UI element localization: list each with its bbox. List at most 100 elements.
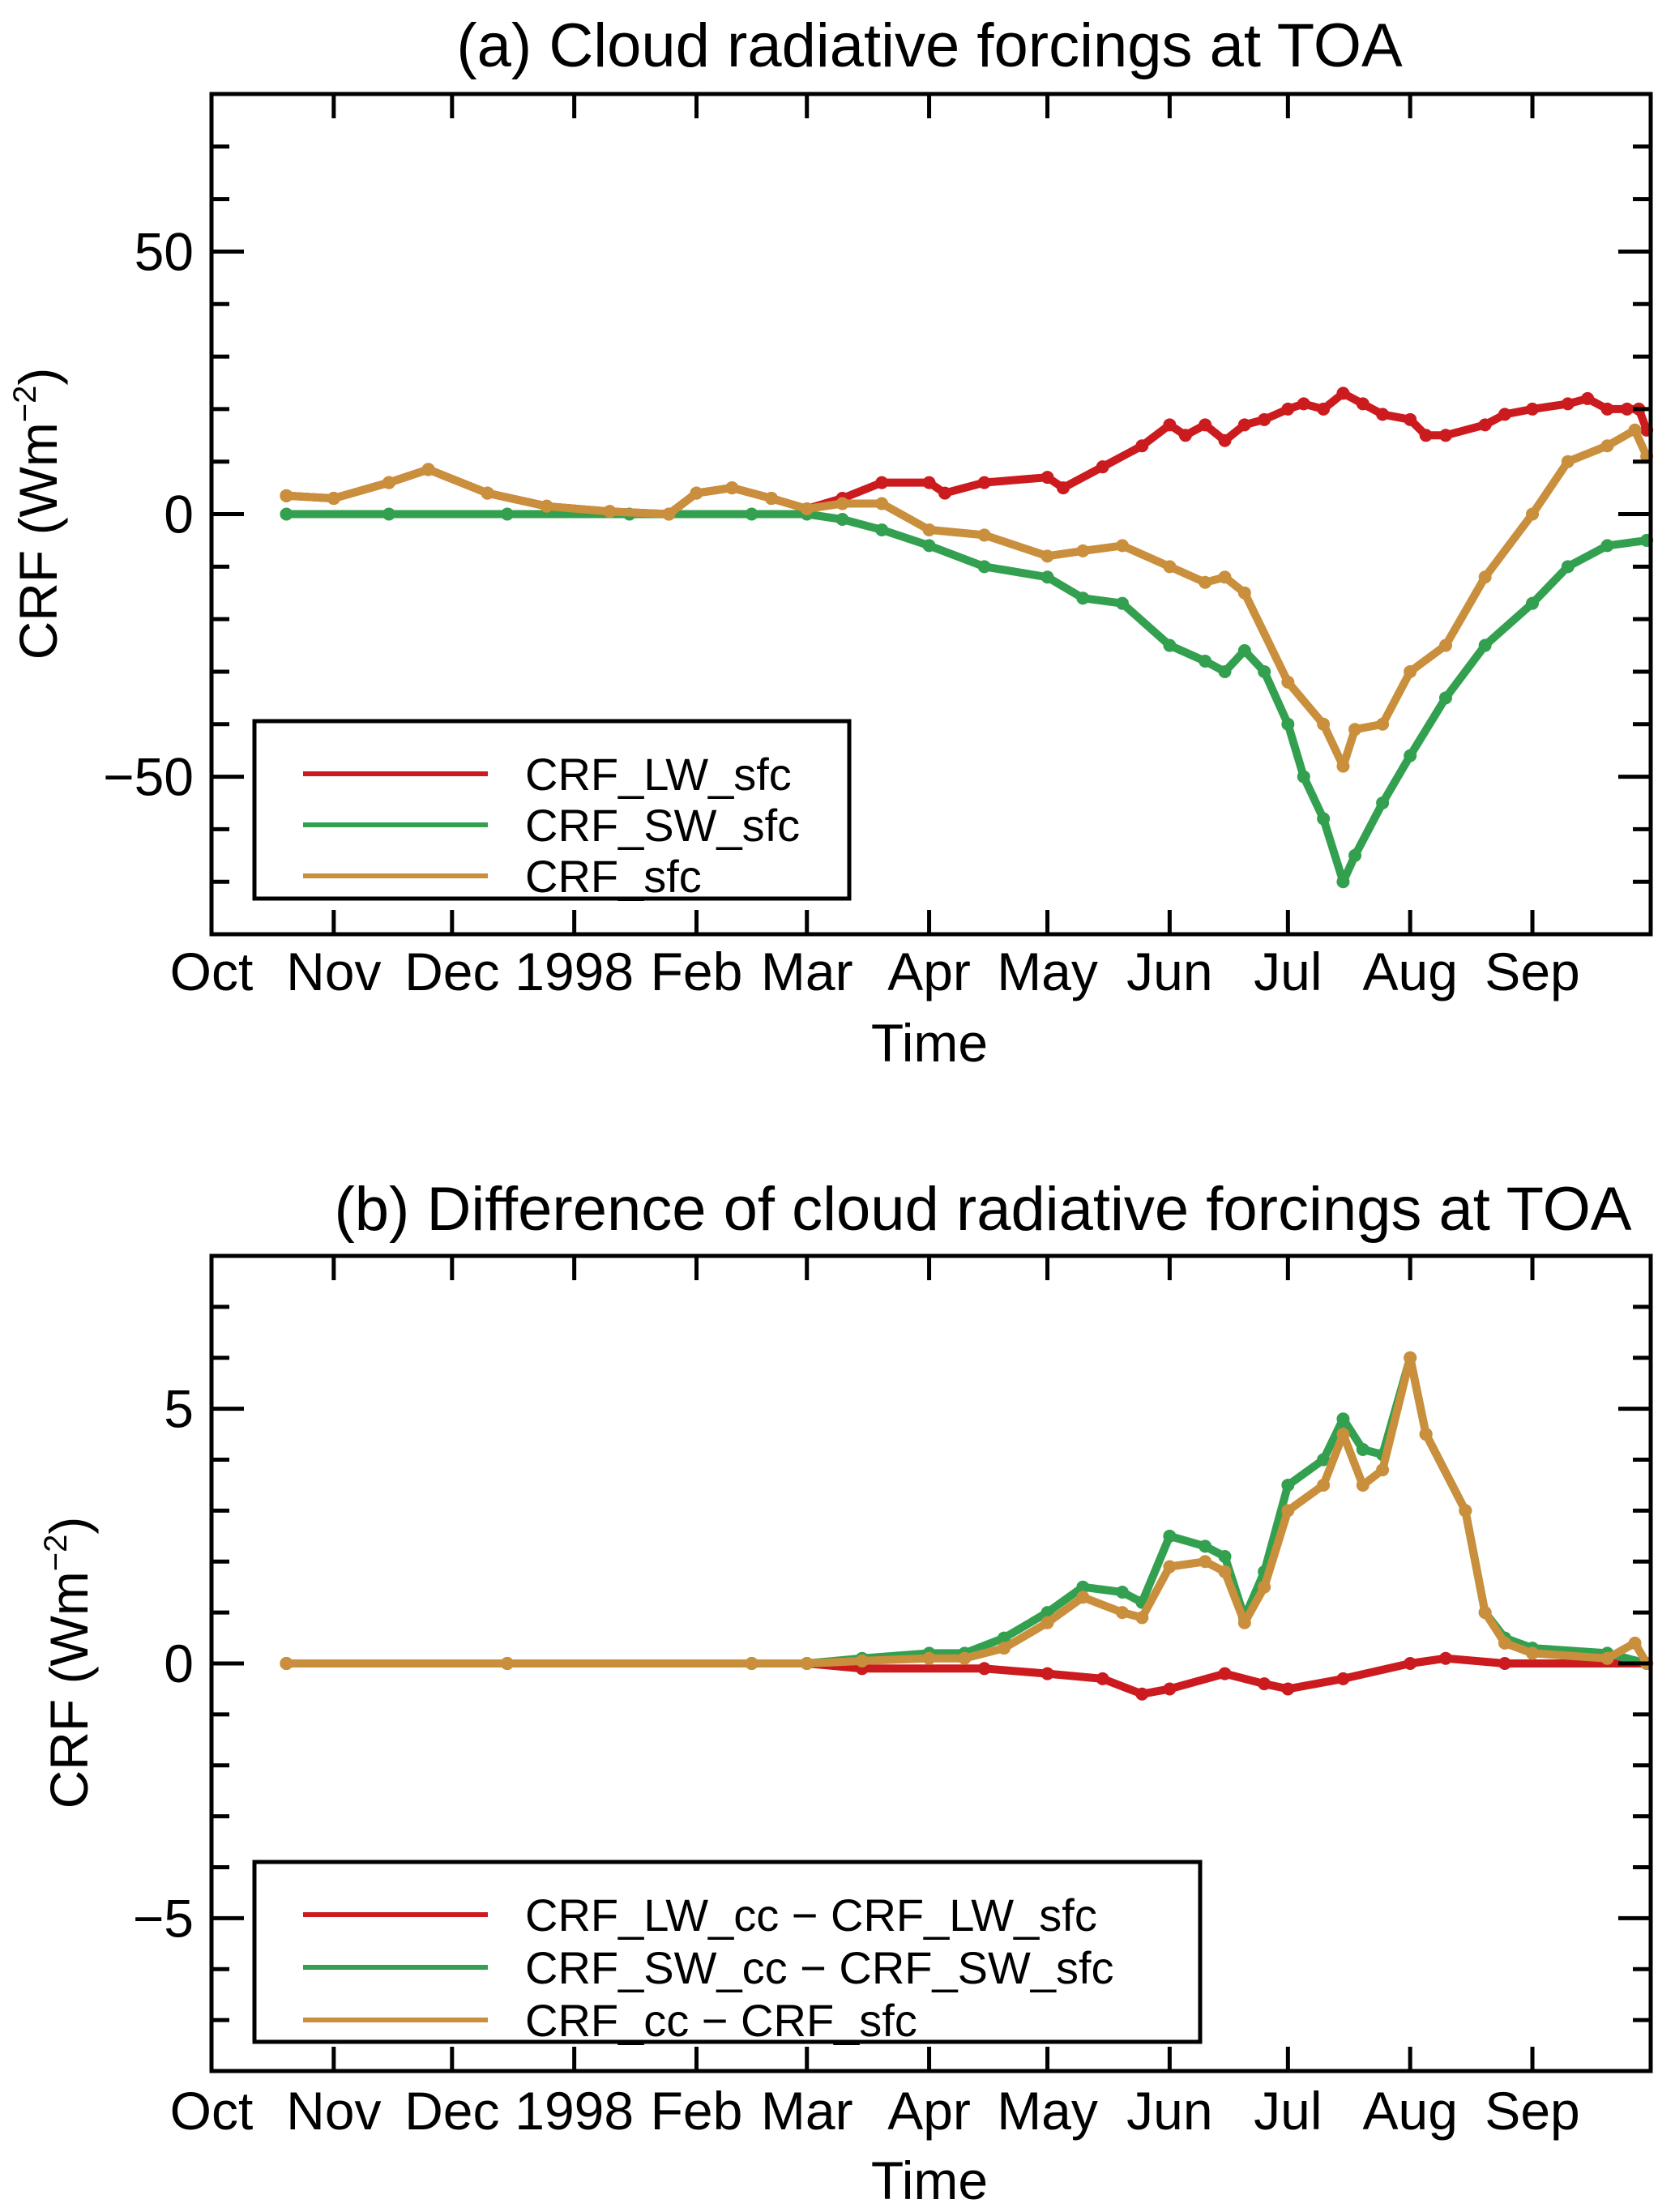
data-point [800, 1657, 814, 1670]
data-point [1628, 1636, 1642, 1650]
data-point [1057, 481, 1070, 495]
data-point [938, 486, 952, 500]
data-point [1163, 1529, 1177, 1543]
data-point [1526, 1646, 1540, 1660]
data-point [1404, 1657, 1417, 1670]
panel-b: (b) Difference of cloud radiative forcin… [38, 1175, 1654, 2210]
data-point [662, 507, 676, 521]
y-tick-label: −50 [103, 747, 194, 807]
data-point [1281, 1504, 1295, 1518]
y-axis-label-superscript: −2 [7, 386, 43, 423]
x-tick-label: Mar [761, 2081, 853, 2141]
data-point [1317, 402, 1331, 416]
x-tick-label: Dec [404, 2081, 499, 2141]
data-point [1115, 1585, 1129, 1599]
data-point [1258, 412, 1271, 426]
x-tick-label: Jul [1254, 2081, 1322, 2141]
data-point [977, 1662, 991, 1676]
legend-label: CRF_cc − CRF_sfc [525, 1995, 917, 2046]
data-point [1040, 549, 1054, 563]
data-point [1356, 1478, 1369, 1492]
data-point [1218, 433, 1232, 447]
x-tick-label: May [997, 2081, 1098, 2141]
data-point [998, 1642, 1011, 1655]
plot-area [280, 386, 1654, 889]
data-point [1135, 1687, 1149, 1701]
data-point [1218, 1565, 1232, 1578]
x-tick-label: Sep [1485, 942, 1579, 1001]
data-point [1040, 570, 1054, 584]
data-point [977, 476, 991, 489]
x-tick-label: Dec [404, 942, 499, 1001]
data-point [382, 507, 395, 521]
series-1 [280, 507, 1654, 889]
data-point [1115, 539, 1129, 553]
data-point [1404, 1351, 1417, 1364]
series-line [286, 1353, 1648, 1668]
data-point [1163, 1560, 1177, 1574]
data-point [875, 523, 889, 536]
data-point [327, 492, 340, 506]
x-tick-label: Feb [651, 942, 743, 1001]
data-point [500, 1657, 514, 1670]
legend-item: CRF_SW_sfc [303, 800, 800, 851]
legend-item: CRF_LW_cc − CRF_LW_sfc [303, 1890, 1097, 1941]
data-point [1348, 848, 1362, 862]
data-point [1199, 575, 1212, 589]
data-point [1281, 1478, 1295, 1492]
legend-label: CRF_sfc [525, 851, 702, 902]
data-point [1297, 397, 1310, 411]
data-point [603, 505, 617, 519]
data-point [1040, 1616, 1054, 1629]
series-line [286, 1353, 1651, 1668]
data-point [1281, 402, 1295, 416]
y-tick-label: 0 [164, 485, 194, 544]
x-tick-label: 1998 [515, 2081, 634, 2141]
data-point [745, 507, 758, 521]
x-axis-label: Time [871, 1013, 988, 1073]
data-point [922, 523, 936, 536]
data-point [1076, 1591, 1090, 1604]
legend-label: CRF_LW_cc − CRF_LW_sfc [525, 1890, 1097, 1941]
data-point [977, 528, 991, 542]
data-point [1376, 408, 1390, 421]
data-point [1237, 418, 1251, 432]
data-point [1281, 717, 1295, 731]
y-tick-label: 0 [164, 1633, 194, 1693]
data-point [1600, 439, 1614, 453]
legend-item: CRF_SW_cc − CRF_SW_sfc [303, 1942, 1114, 1993]
data-point [1258, 1580, 1271, 1594]
data-point [875, 497, 889, 510]
y-tick-label: 50 [135, 221, 194, 281]
x-tick-label: Oct [170, 942, 254, 1001]
data-point [1317, 717, 1331, 731]
chart-title: (a) Cloud radiative forcings at TOA [456, 11, 1403, 80]
data-point [1356, 1442, 1369, 1456]
data-point [1620, 402, 1634, 416]
data-point [998, 1631, 1011, 1645]
data-point [1498, 1636, 1511, 1650]
data-point [421, 463, 435, 476]
legend-label: CRF_SW_sfc [525, 800, 800, 851]
x-tick-label: Sep [1485, 2081, 1579, 2141]
data-point [1199, 1555, 1212, 1569]
series-0 [280, 386, 1654, 521]
data-point [1040, 1667, 1054, 1680]
legend-label: CRF_LW_sfc [525, 749, 792, 800]
data-point [1218, 1667, 1232, 1680]
data-point [1581, 391, 1595, 405]
legend-item: CRF_cc − CRF_sfc [303, 1995, 917, 2046]
data-point [1178, 429, 1192, 442]
x-tick-label: May [997, 942, 1098, 1001]
data-point [1317, 1453, 1331, 1467]
data-point [1478, 570, 1492, 584]
data-point [1076, 544, 1090, 557]
data-point [1404, 412, 1417, 426]
panel-a: (a) Cloud radiative forcings at TOA Time… [7, 11, 1654, 1073]
x-tick-label: Jul [1254, 942, 1322, 1001]
data-point [1438, 429, 1452, 442]
data-point [1356, 397, 1369, 411]
data-point [764, 492, 778, 506]
data-point [1135, 439, 1149, 453]
